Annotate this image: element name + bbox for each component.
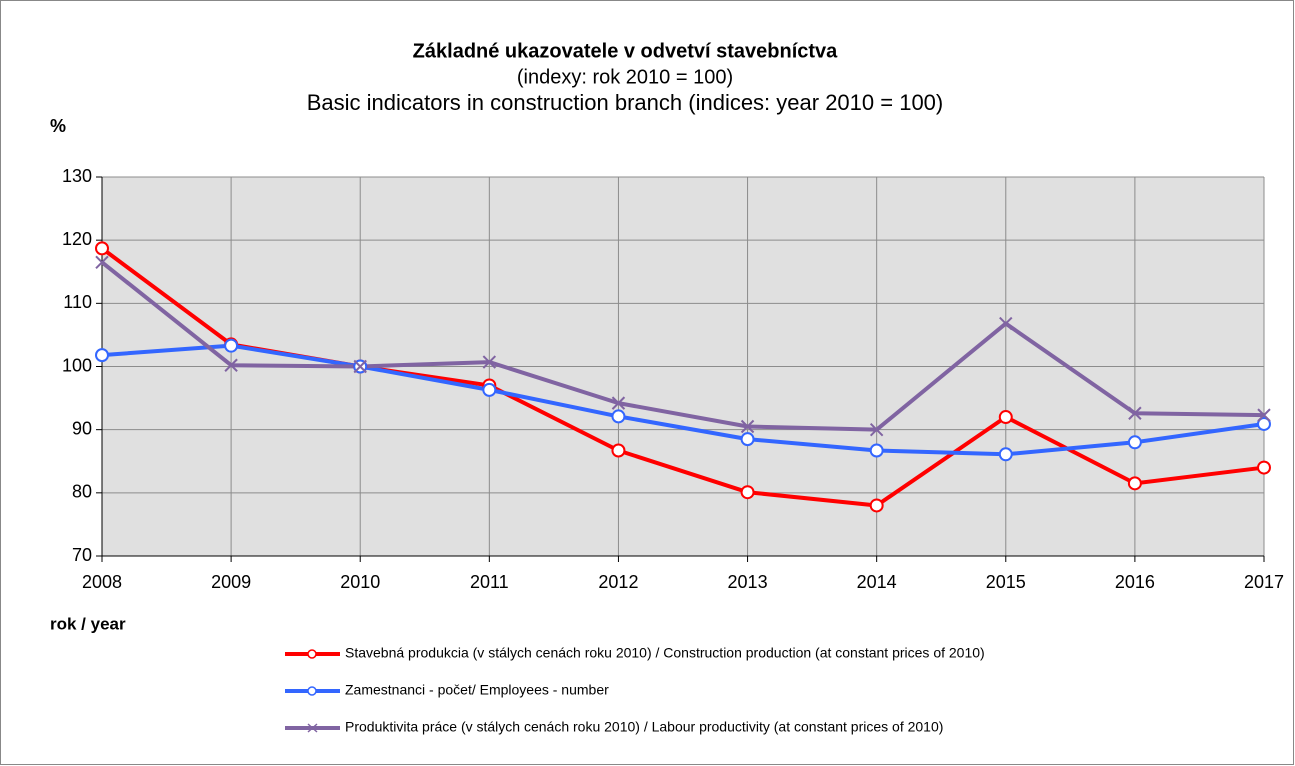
legend-label: Zamestnanci - počet/ Employees - number [345,682,609,698]
data-point [95,348,109,363]
data-point [1257,460,1271,475]
x-axis-label: rok / year [50,614,126,633]
data-point [611,409,626,424]
y-tick-label: 70 [72,545,92,565]
y-tick-label: 110 [63,292,92,312]
data-point [1257,416,1271,431]
x-tick-label: 2011 [470,572,509,592]
data-point [611,443,626,458]
data-point [95,255,109,269]
x-tick-label: 2009 [211,572,251,592]
data-point [869,422,884,437]
data-point [353,359,367,374]
legend-marker [307,723,318,733]
x-tick-label: 2013 [728,572,768,592]
legend-marker [307,649,317,659]
data-point [740,419,755,434]
legend-label: Produktivita práce (v stálych cenách rok… [345,719,943,735]
x-tick-label: 2015 [986,572,1026,592]
data-point [482,355,497,369]
data-point [740,432,755,447]
y-tick-label: 100 [62,355,92,375]
data-point [95,241,109,256]
x-tick-label: 2010 [340,572,380,592]
data-point [482,382,497,397]
x-tick-label: 2017 [1244,572,1284,592]
data-point [869,443,884,458]
data-point [998,447,1013,462]
data-point [611,396,626,410]
y-tick-label: 120 [62,229,92,249]
y-tick-label: 80 [72,482,92,502]
chart-subtitle: (indexy: rok 2010 = 100) [517,66,733,88]
legend-label: Stavebná produkcia (v stálych cenách rok… [345,645,985,661]
data-point [1127,476,1142,491]
data-point [999,316,1013,331]
data-point [869,498,884,513]
legend-marker [307,686,317,696]
data-point [1257,408,1271,422]
series-line [100,260,1265,432]
y-axis-label: % [50,116,66,136]
x-tick-label: 2014 [857,572,897,592]
data-point [740,485,755,500]
data-point [1128,406,1142,420]
y-tick-label: 90 [72,418,92,438]
chart-subtitle: Basic indicators in construction branch … [307,90,944,115]
data-point [224,338,239,353]
series-line [101,343,1265,457]
x-tick-label: 2012 [598,572,638,592]
chart-title: Základné ukazovatele v odvetví stavebníc… [413,40,839,62]
data-point [224,358,238,372]
x-tick-label: 2016 [1115,572,1155,592]
data-point [1127,435,1142,450]
y-tick-label: 130 [62,166,92,186]
data-point [998,410,1013,425]
x-tick-label: 2008 [82,572,122,592]
